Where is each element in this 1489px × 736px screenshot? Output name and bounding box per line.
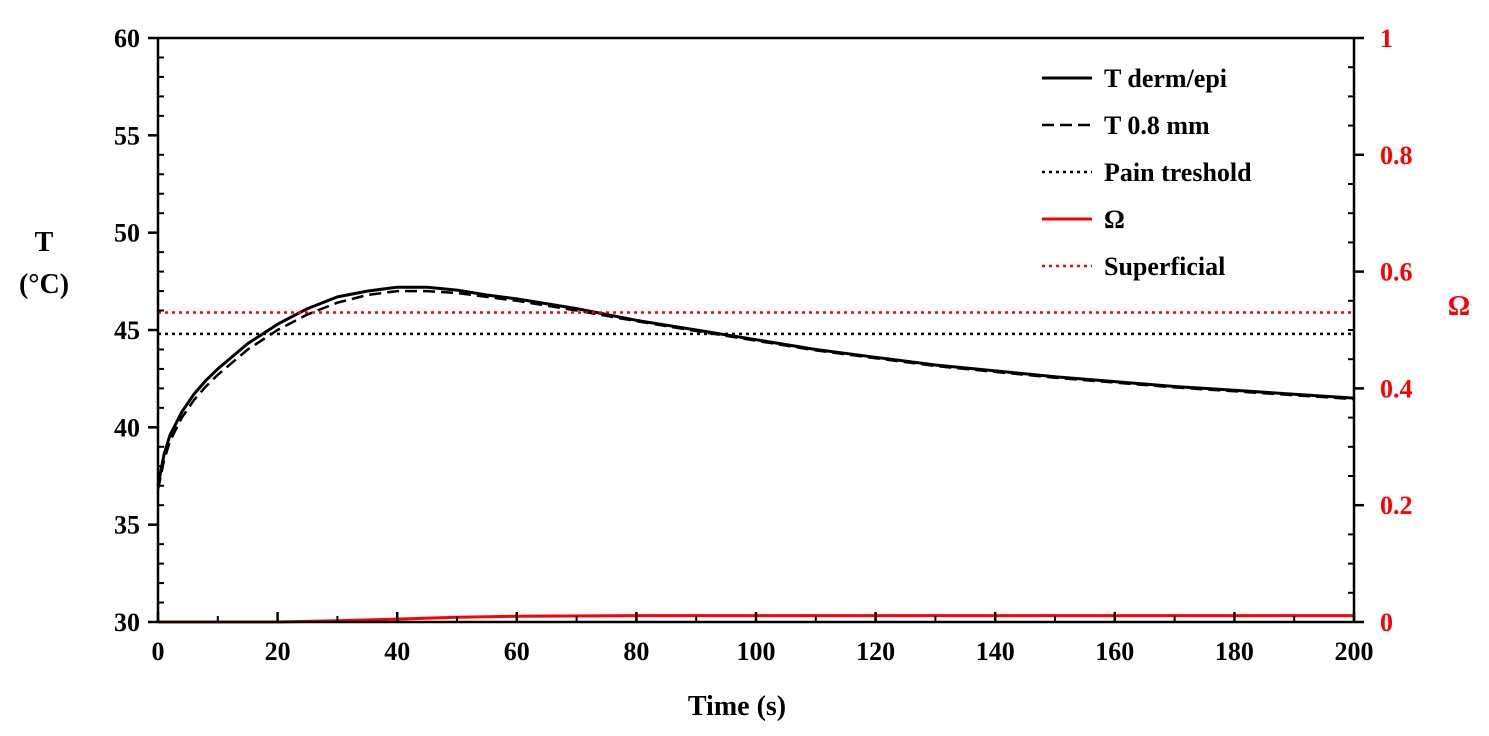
x-tick-label: 20	[265, 637, 291, 666]
y-left-tick-label: 35	[114, 511, 140, 540]
y-left-tick-label: 55	[114, 121, 140, 150]
y-left-tick-label: 60	[114, 24, 140, 53]
y-left-tick-label: 50	[114, 219, 140, 248]
legend-label-1: T 0.8 mm	[1104, 111, 1210, 140]
x-tick-label: 80	[623, 637, 649, 666]
x-tick-label: 200	[1335, 637, 1374, 666]
legend-label-0: T derm/epi	[1104, 64, 1227, 93]
x-tick-label: 100	[737, 637, 776, 666]
y-left-tick-label: 40	[114, 413, 140, 442]
x-tick-label: 160	[1095, 637, 1134, 666]
y-right-tick-label: 1	[1380, 24, 1393, 53]
series-line-1	[156, 289, 1355, 490]
y-right-tick-label: 0	[1380, 608, 1393, 637]
x-tick-label: 60	[504, 637, 530, 666]
axes-layer: 0 20 40 60 80 100 120 140 160 180 200 30 35 40 45 50 55 6…	[114, 24, 1413, 666]
x-tick-label: 140	[976, 637, 1015, 666]
y-left-tick-label: 45	[114, 316, 140, 345]
x-tick-label: 0	[152, 637, 165, 666]
legend-label-3: Ω	[1104, 205, 1125, 234]
legend-label-2: Pain treshold	[1104, 158, 1252, 187]
y-right-tick-label: 0.2	[1380, 491, 1413, 520]
y-right-tick-label: 0.4	[1380, 374, 1413, 403]
x-tick-label: 120	[856, 637, 895, 666]
y-right-axis-title: Ω	[1448, 291, 1470, 322]
y-right-tick-label: 0.6	[1380, 258, 1413, 287]
y-left-tick-label: 30	[114, 608, 140, 637]
legend-label-4: Superficial	[1104, 252, 1225, 281]
legend: T derm/epi T 0.8 mm Pain treshold Ω Superfic…	[1042, 64, 1252, 281]
y-right-tick-label: 0.8	[1380, 141, 1413, 170]
x-tick-label: 180	[1215, 637, 1254, 666]
labels-layer: Time (s) T (°C) Ω	[19, 227, 1470, 722]
y-left-axis-title-line2: (°C)	[19, 269, 69, 300]
series-layer	[156, 285, 1355, 624]
x-tick-label: 40	[384, 637, 410, 666]
x-axis-title: Time (s)	[688, 691, 786, 722]
y-left-axis-title-line1: T	[35, 227, 54, 258]
